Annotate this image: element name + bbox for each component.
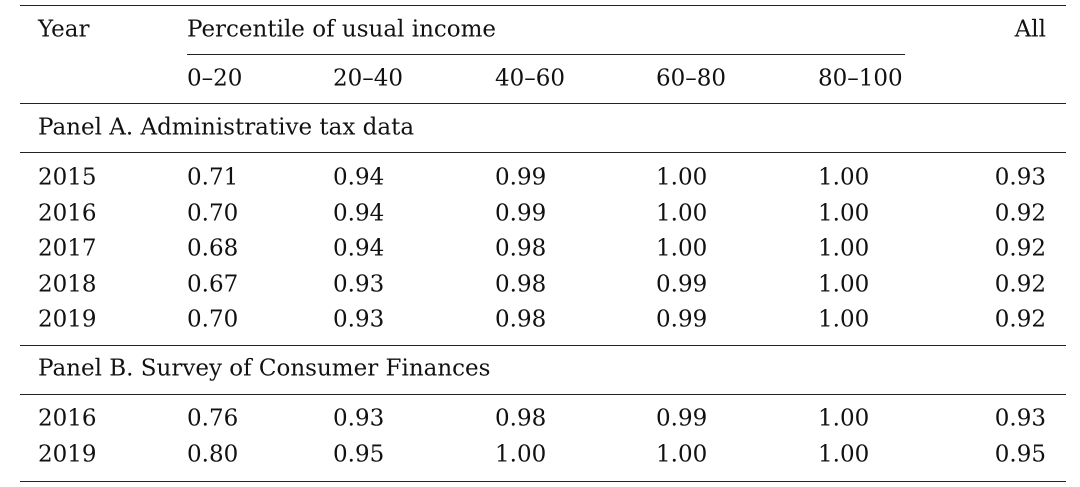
table-cell: 1.00 <box>495 441 547 468</box>
table-cell: 0.99 <box>495 200 547 227</box>
table-cell: 0.68 <box>187 235 239 262</box>
table-cell: 0.93 <box>333 271 385 298</box>
column-header: Year <box>38 16 90 43</box>
row-year: 2016 <box>38 200 97 227</box>
table-cell: 1.00 <box>818 441 870 468</box>
panel-title: Panel A. Administrative tax data <box>38 114 415 141</box>
table-cell: 0.92 <box>994 200 1046 227</box>
table-cell: 0.98 <box>495 235 547 262</box>
table-cell: 0.93 <box>994 164 1046 191</box>
column-header: 40–60 <box>495 65 566 92</box>
column-header: 80–100 <box>818 65 903 92</box>
table-cell: 0.98 <box>495 405 547 432</box>
table-cell: 0.99 <box>495 164 547 191</box>
table-cell: 0.98 <box>495 306 547 333</box>
panel-rule <box>20 394 1066 395</box>
column-header: 60–80 <box>656 65 727 92</box>
header-rule <box>20 103 1066 104</box>
table-cell: 0.80 <box>187 441 239 468</box>
table-cell: 1.00 <box>818 271 870 298</box>
table-cell: 0.94 <box>333 164 385 191</box>
row-year: 2017 <box>38 235 97 262</box>
table-cell: 0.92 <box>994 235 1046 262</box>
table-cell: 0.99 <box>656 271 708 298</box>
table-cell: 1.00 <box>656 441 708 468</box>
table-cell: 0.70 <box>187 306 239 333</box>
table-cell: 1.00 <box>818 164 870 191</box>
panel-title: Panel B. Survey of Consumer Finances <box>38 355 491 382</box>
row-year: 2019 <box>38 441 97 468</box>
row-year: 2016 <box>38 405 97 432</box>
table-cell: 0.76 <box>187 405 239 432</box>
table-cell: 0.98 <box>495 271 547 298</box>
table-cell: 0.94 <box>333 200 385 227</box>
table-cell: 0.95 <box>333 441 385 468</box>
table-cell: 0.93 <box>333 306 385 333</box>
table-cell: 0.99 <box>656 405 708 432</box>
bottom-rule <box>20 481 1066 482</box>
group-header: Percentile of usual income <box>187 16 497 43</box>
table-cell: 1.00 <box>656 235 708 262</box>
panel-rule <box>20 345 1066 346</box>
table-cell: 1.00 <box>818 235 870 262</box>
row-year: 2019 <box>38 306 97 333</box>
table-cell: 1.00 <box>818 306 870 333</box>
row-year: 2018 <box>38 271 97 298</box>
table-cell: 0.92 <box>994 306 1046 333</box>
table-cell: 0.94 <box>333 235 385 262</box>
column-header: 0–20 <box>187 65 243 92</box>
row-year: 2015 <box>38 164 97 191</box>
table-cell: 1.00 <box>818 200 870 227</box>
table-cell: 0.93 <box>333 405 385 432</box>
top-rule <box>20 5 1066 6</box>
column-header: All <box>1014 16 1046 43</box>
table-cell: 0.70 <box>187 200 239 227</box>
table-cell: 0.67 <box>187 271 239 298</box>
table-cell: 1.00 <box>656 164 708 191</box>
group-rule <box>187 54 905 55</box>
table-cell: 1.00 <box>818 405 870 432</box>
table-cell: 0.71 <box>187 164 239 191</box>
table-cell: 1.00 <box>656 200 708 227</box>
table-cell: 0.99 <box>656 306 708 333</box>
column-header: 20–40 <box>333 65 404 92</box>
table-cell: 0.95 <box>994 441 1046 468</box>
panel-rule <box>20 152 1066 153</box>
table-cell: 0.92 <box>994 271 1046 298</box>
table-cell: 0.93 <box>994 405 1046 432</box>
